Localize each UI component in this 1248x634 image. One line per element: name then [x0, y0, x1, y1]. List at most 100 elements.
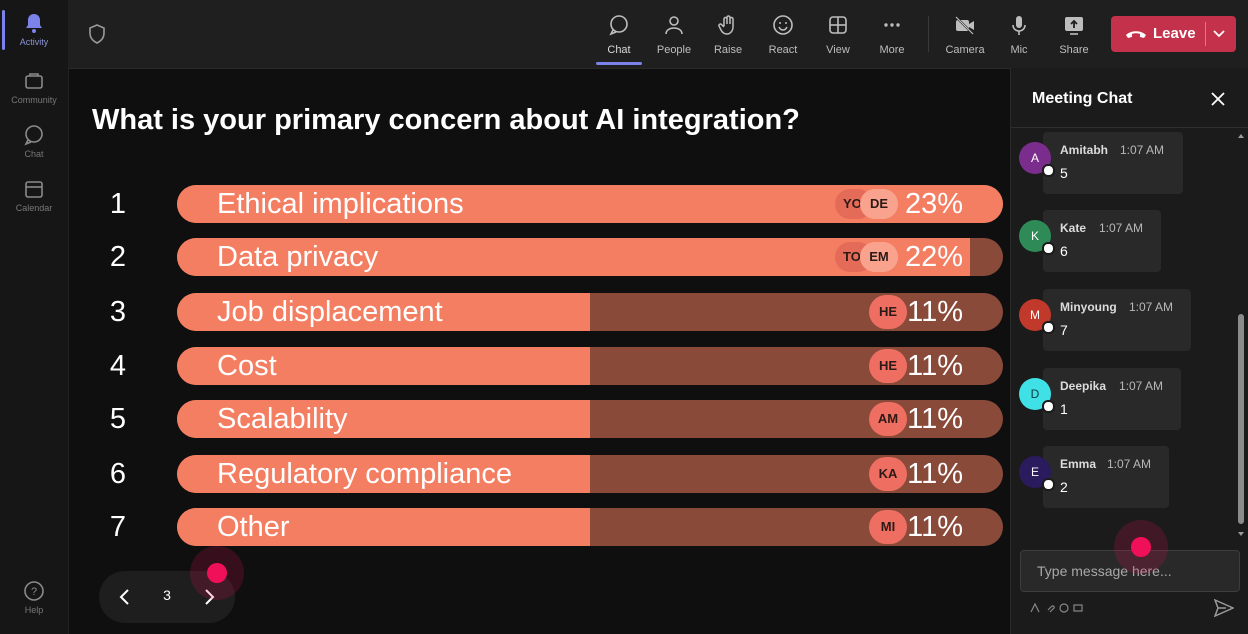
chat-icon	[24, 125, 43, 146]
calendar-icon	[25, 181, 43, 198]
toolbar-more-button[interactable]: More	[866, 10, 918, 60]
chat-message-bubble[interactable]: Amitabh 1:07 AM 5	[1043, 132, 1183, 194]
poll-option-fill	[177, 293, 590, 331]
scroll-up-arrow-icon[interactable]	[1237, 132, 1245, 140]
rail-item-help[interactable]: ? Help	[0, 572, 68, 622]
poll-option-row: 6 Regulatory compliance KA 11%	[100, 455, 1004, 493]
camera-off-icon	[955, 16, 974, 35]
toolbar-button-label: Raise	[713, 44, 743, 56]
chat-input-box[interactable]	[1020, 550, 1240, 592]
voter-avatar-chip: EM	[860, 242, 898, 272]
toolbar-chat-button[interactable]: Chat	[593, 10, 645, 60]
toolbar-share-button[interactable]: Share	[1048, 10, 1100, 60]
emoji-icon[interactable]	[1059, 603, 1069, 613]
presence-status-icon	[1042, 242, 1055, 255]
poll-option-percent: 11%	[907, 458, 963, 490]
chat-message-bubble[interactable]: Deepika 1:07 AM 1	[1043, 368, 1181, 430]
chat-panel-title: Meeting Chat	[1032, 90, 1133, 107]
poll-option-label: Other	[217, 511, 290, 543]
chat-sender-name: Deepika	[1060, 379, 1107, 393]
voter-avatar-chip: DE	[860, 189, 898, 219]
chat-message-time: 1:07 AM	[1119, 379, 1164, 393]
toolbar-button-label: People	[656, 44, 692, 56]
chat-message-time: 1:07 AM	[1129, 300, 1174, 314]
rail-active-indicator	[2, 10, 5, 50]
poll-option-label: Scalability	[217, 403, 348, 435]
chat-message-input[interactable]	[1021, 551, 1237, 591]
toolbar-separator	[928, 16, 929, 52]
chat-scrollbar[interactable]	[1235, 130, 1247, 542]
poll-option-bar	[177, 400, 1003, 438]
toolbar-people-button[interactable]: People	[648, 10, 700, 60]
poll-option-row: 5 Scalability AM 11%	[100, 400, 1004, 438]
meeting-toolbar: Chat People Raise React View	[68, 0, 1248, 69]
format-icon[interactable]	[1030, 603, 1040, 613]
rail-item-label: Calendar	[15, 203, 53, 213]
scroll-down-arrow-icon[interactable]	[1237, 530, 1245, 538]
poll-option-percent: 11%	[907, 350, 963, 382]
rail-item-activity[interactable]: Activity	[0, 4, 68, 54]
presence-status-icon	[1042, 400, 1055, 413]
poll-option-percent: 11%	[907, 296, 963, 328]
leave-button[interactable]: Leave	[1111, 16, 1236, 52]
toolbar-react-button[interactable]: React	[757, 10, 809, 60]
poll-option-fill	[177, 455, 590, 493]
scrollbar-thumb[interactable]	[1238, 314, 1244, 524]
poll-option-bar	[177, 508, 1003, 546]
help-icon: ?	[24, 581, 44, 601]
share-icon	[1065, 17, 1083, 35]
send-icon[interactable]	[1214, 599, 1234, 617]
chat-message-text: 5	[1060, 165, 1068, 181]
poll-option-label: Ethical implications	[217, 188, 464, 220]
chat-message-bubble[interactable]: Emma 1:07 AM 2	[1043, 446, 1169, 508]
poll-option-fill	[177, 347, 590, 385]
cursor-dot	[1131, 537, 1151, 557]
chevron-down-icon[interactable]	[1211, 27, 1227, 41]
chat-message-bubble[interactable]: Minyoung 1:07 AM 7	[1043, 289, 1191, 351]
poll-option-row: 4 Cost HE 11%	[100, 347, 1004, 385]
meeting-chat-panel: Meeting Chat Amitabh 1:07 AM 5 A Kate 1:07 AM…	[1010, 68, 1248, 634]
poll-option-row: 3 Job displacement HE 11%	[100, 293, 1004, 331]
shield-icon[interactable]	[88, 24, 106, 44]
presence-status-icon	[1042, 321, 1055, 334]
poll-option-number: 4	[109, 350, 127, 382]
people-icon	[665, 16, 683, 35]
poll-option-fill	[177, 400, 590, 438]
toolbar-mic-button[interactable]: Mic	[993, 10, 1045, 60]
toolbar-button-label: More	[879, 44, 905, 56]
toolbar-camera-button[interactable]: Camera	[939, 10, 991, 60]
toolbar-view-button[interactable]: View	[812, 10, 864, 60]
poll-option-label: Cost	[217, 350, 277, 382]
chat-sender-name: Kate	[1060, 221, 1087, 235]
raise-hand-icon	[718, 15, 734, 35]
rail-item-chat[interactable]: Chat	[0, 116, 68, 166]
close-icon[interactable]	[1209, 90, 1227, 108]
poll-option-number: 5	[109, 403, 127, 435]
chevron-right-icon[interactable]	[199, 587, 219, 607]
toolbar-button-label: View	[826, 44, 850, 56]
rail-item-calendar[interactable]: Calendar	[0, 170, 68, 220]
chevron-left-icon[interactable]	[115, 587, 135, 607]
rail-item-label: Help	[24, 605, 44, 615]
toolbar-raise-button[interactable]: Raise	[702, 10, 754, 60]
poll-option-fill	[177, 508, 590, 546]
chat-message-bubble[interactable]: Kate 1:07 AM 6	[1043, 210, 1161, 272]
page-number: 3	[163, 587, 171, 603]
poll-option-label: Job displacement	[217, 296, 443, 328]
chat-message-text: 6	[1060, 243, 1068, 259]
voter-avatar-chip: KA	[869, 457, 907, 491]
chat-message-text: 2	[1060, 479, 1068, 495]
poll-option-label: Data privacy	[217, 241, 379, 273]
poll-option-number: 3	[109, 296, 127, 328]
chat-sender-name: Emma	[1060, 457, 1097, 471]
community-icon	[25, 73, 43, 89]
toolbar-button-label: Chat	[607, 44, 631, 56]
gif-icon[interactable]	[1073, 603, 1083, 613]
poll-option-bar	[177, 347, 1003, 385]
poll-option-number: 7	[109, 511, 127, 543]
poll-option-bar	[177, 293, 1003, 331]
rail-item-label: Chat	[24, 149, 44, 159]
chat-message: Amitabh 1:07 AM 5 A	[1019, 132, 1219, 196]
attach-icon[interactable]	[1045, 603, 1055, 613]
rail-item-community[interactable]: Community	[0, 62, 68, 112]
